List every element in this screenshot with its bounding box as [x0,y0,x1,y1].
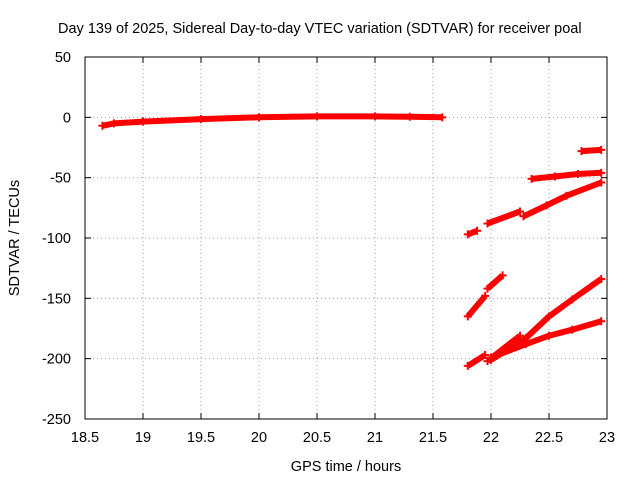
data-point [481,291,490,300]
y-tick-label: -100 [42,231,71,247]
x-tick-label: 21 [367,430,383,446]
y-axis-label: SDTVAR / TECUs [7,180,23,296]
data-point [550,172,559,181]
data-point [597,317,606,326]
data-point [597,275,606,284]
x-axis-label: GPS time / hours [291,459,401,475]
x-tick-label: 22.5 [535,430,563,446]
data-point [139,117,147,126]
data-point [463,312,472,321]
data-point [463,230,472,239]
data-point [371,112,379,121]
data-point [527,174,536,183]
y-tick-label: -250 [42,412,71,428]
data-point [481,351,490,360]
data-point [255,113,263,122]
data-point [545,331,553,340]
axis-ticks [84,56,608,420]
x-tick-labels: 18.5 19 19.5 20 20.5 21 21.5 22 22.5 23 [71,430,615,446]
data-point [110,119,118,128]
x-tick-label: 22 [483,430,499,446]
data-point [568,295,577,304]
data-point [483,284,492,293]
chart-title: Day 139 of 2025, Sidereal Day-to-day VTE… [58,21,582,37]
y-tick-labels: 50 0 -50 -100 -150 -200 -250 [42,50,71,428]
series-track-4 [522,179,603,220]
data-point [577,147,586,156]
data-point [516,207,524,216]
data-point [463,361,472,370]
x-tick-label: 21.5 [419,430,447,446]
x-tick-label: 18.5 [71,430,99,446]
series-track-9 [466,352,487,369]
series-track-8 [485,273,505,291]
data-point [521,340,530,349]
data-point [519,212,528,221]
y-tick-label: -150 [42,291,71,307]
data-point [597,145,606,154]
data-point [197,115,205,124]
data-point [498,271,507,280]
data-point [483,219,492,228]
data-point [98,121,107,130]
y-tick-label: -50 [50,171,71,187]
data-point [405,112,414,121]
data-point [597,168,606,177]
data-point [562,191,571,200]
y-tick-label: 0 [63,110,71,126]
data-point [473,226,482,235]
data-point [542,201,551,210]
x-tick-label: 20 [251,430,267,446]
x-tick-label: 20.5 [303,430,331,446]
series-track-5 [531,169,602,182]
data-point [313,112,321,121]
y-tick-label: 50 [55,50,71,66]
data-point [438,113,447,122]
series-track-3 [486,208,522,227]
data-point [597,178,606,187]
series-track-12 [489,318,603,361]
data-point [545,312,553,321]
data-point [574,170,582,179]
x-tick-label: 19.5 [187,430,215,446]
grid-lines [85,57,607,419]
series-track-7 [465,293,488,319]
data-series [98,112,606,370]
series-track-11 [489,276,603,363]
data-point [568,325,577,334]
data-point [487,353,495,362]
x-tick-label: 23 [599,430,615,446]
x-tick-label: 19 [135,430,151,446]
y-tick-label: -200 [42,352,71,368]
